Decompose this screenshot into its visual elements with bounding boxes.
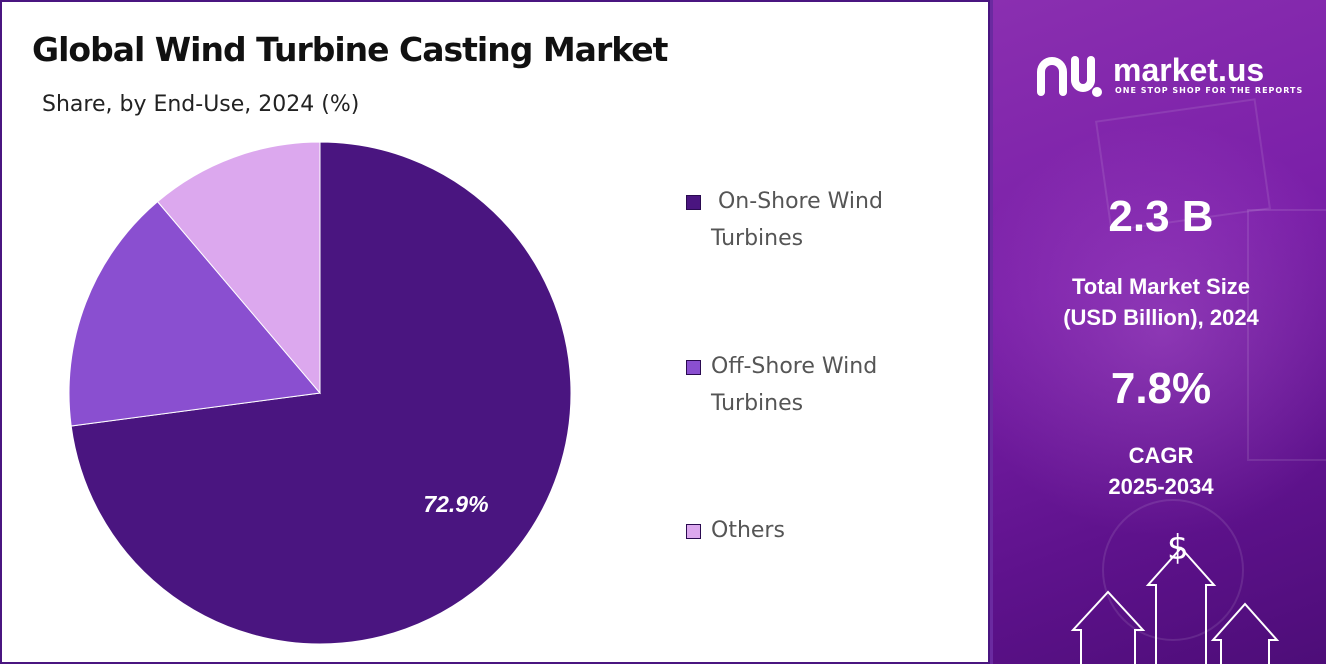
legend-swatch-onshore — [686, 195, 701, 210]
market-size-label-line1: Total Market Size — [1071, 274, 1251, 299]
market-us-logo-icon — [1037, 56, 1102, 97]
background-glow — [993, 120, 1326, 540]
pie-chart: 72.9% — [68, 141, 572, 645]
legend-label-offshore-line1: Off-Shore Wind — [711, 354, 878, 379]
legend-label-others-line1: Others — [711, 518, 785, 543]
brand-tagline: ONE STOP SHOP FOR THE REPORTS — [1115, 86, 1304, 95]
legend-label-onshore-line2: Turbines — [711, 226, 804, 251]
background-decoration — [1070, 98, 1326, 664]
market-size-label-line2: (USD Billion), 2024 — [1063, 305, 1259, 330]
brand-name: market.us — [1113, 52, 1265, 88]
pie-slice-offshore — [68, 200, 321, 427]
chart-title: Global Wind Turbine Casting Market — [32, 30, 668, 69]
pie-data-label: 72.9% — [423, 491, 488, 517]
dollar-icon: $ — [1167, 528, 1189, 568]
chart-subtitle: Share, by End-Use, 2024 (%) — [42, 92, 360, 117]
legend-swatch-others — [686, 524, 701, 539]
market-size-value: 2.3 B — [1108, 192, 1214, 241]
growth-arrows-icon — [1070, 546, 1280, 664]
legend-label-offshore: Off-Shore Wind Turbines — [711, 348, 941, 422]
legend-swatch-offshore — [686, 360, 701, 375]
pie-slice-onshore — [70, 141, 572, 645]
legend-label-others: Others — [711, 512, 941, 549]
stats-panel: $ market.us ONE STOP SHOP FOR THE REPORT… — [990, 0, 1326, 664]
pie-slice-others — [156, 141, 321, 395]
legend-label-onshore: On-Shore Wind Turbines — [711, 183, 941, 257]
legend-label-onshore-line1: On-Shore Wind — [711, 189, 883, 214]
legend-label-offshore-line2: Turbines — [711, 391, 804, 416]
cagr-period: 2025-2034 — [1108, 474, 1214, 499]
cagr-label: CAGR — [1128, 443, 1194, 468]
brand-logo: market.us ONE STOP SHOP FOR THE REPORTS — [1035, 52, 1315, 102]
cagr-value: 7.8% — [1110, 364, 1212, 413]
